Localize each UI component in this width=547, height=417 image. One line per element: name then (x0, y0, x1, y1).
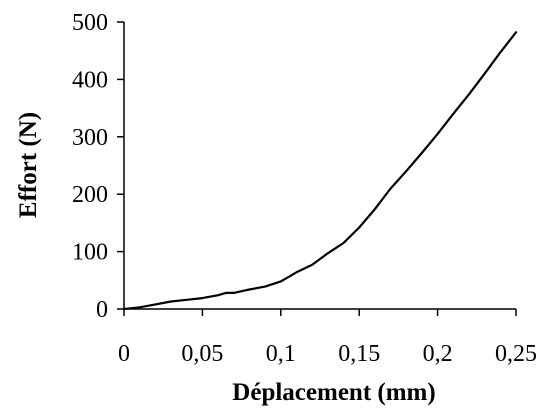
y-tick-label: 300 (72, 125, 108, 151)
axes (123, 22, 516, 310)
x-tick-label: 0 (118, 341, 130, 367)
y-tick-label: 0 (96, 297, 108, 323)
y-tick-label: 200 (72, 182, 108, 208)
x-tick-label: 0,25 (495, 341, 537, 367)
x-axis-title: Déplacement (mm) (232, 379, 435, 406)
y-axis-ticks: 0 100 200 300 400 500 (72, 10, 124, 323)
y-tick-label: 500 (72, 10, 108, 36)
y-tick-label: 400 (72, 67, 108, 93)
series-line (122, 31, 518, 311)
series-group (122, 31, 518, 311)
x-tick-label: 0,15 (338, 341, 380, 367)
x-tick-label: 0,2 (423, 341, 453, 367)
y-tick-label: 100 (72, 240, 108, 266)
x-tick-label: 0,05 (181, 341, 223, 367)
x-tick-label: 0,1 (266, 341, 296, 367)
x-axis-ticks: 0 0,05 0,1 0,15 0,2 0,25 (118, 309, 537, 367)
y-axis-title: Effort (N) (15, 112, 42, 218)
